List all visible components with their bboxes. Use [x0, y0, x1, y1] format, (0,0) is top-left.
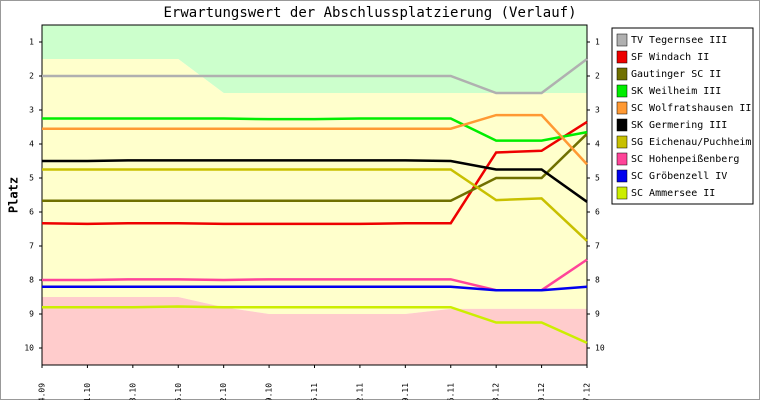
legend-label: SF Windach II	[631, 52, 709, 63]
legend-swatch	[616, 169, 628, 183]
y-tick-label: 6	[595, 208, 600, 217]
y-tick-label: 4	[29, 140, 34, 149]
legend-swatch	[616, 101, 628, 115]
legend-swatch	[616, 135, 628, 149]
legend-swatch	[616, 67, 628, 81]
legend-label: SG Eichenau/Puchheim	[631, 137, 751, 148]
x-tick-label: 17.12	[583, 383, 592, 400]
legend-label: SK Germering III	[631, 120, 727, 131]
legend-box	[611, 27, 754, 205]
legend-swatch	[616, 33, 628, 47]
legend-swatch	[616, 118, 628, 132]
legend-label: SC Hohenpeißenberg	[631, 154, 739, 165]
zone	[42, 59, 587, 314]
x-tick-label: 29.10	[265, 383, 274, 400]
y-tick-label: 5	[595, 174, 600, 183]
series-line	[42, 113, 588, 166]
y-tick-label: 2	[29, 72, 34, 81]
y-tick-label: 3	[595, 106, 600, 115]
x-tick-label: 01.10	[83, 383, 92, 400]
legend-label: SC Wolfratshausen II	[631, 103, 751, 114]
series-line	[42, 305, 588, 345]
legend-label: SK Weilheim III	[631, 86, 721, 97]
series-line	[42, 117, 588, 142]
x-tick-label: 19.11	[401, 383, 410, 400]
y-tick-label: 8	[29, 276, 34, 285]
x-tick-label: 03.12	[492, 383, 501, 400]
legend-swatch	[616, 84, 628, 98]
y-tick-label: 9	[29, 310, 34, 319]
series-line	[42, 159, 588, 203]
legend-swatch	[616, 186, 628, 200]
legend-swatch	[616, 50, 628, 64]
y-tick-label: 3	[29, 106, 34, 115]
chart-title: Erwartungswert der Abschlussplatzierung …	[163, 5, 576, 21]
y-tick-label: 4	[595, 140, 600, 149]
legend-swatch	[616, 152, 628, 166]
x-tick-label: 22.10	[219, 383, 228, 400]
x-tick-label: 12.11	[355, 383, 364, 400]
legend-label: Gautinger SC II	[631, 69, 721, 80]
series-line	[42, 57, 588, 95]
x-tick-label: 24.09	[38, 383, 47, 400]
zone	[42, 297, 587, 365]
x-tick-label: 26.11	[446, 383, 455, 400]
y-tick-label: 2	[595, 72, 600, 81]
y-tick-label: 7	[595, 242, 600, 251]
y-tick-label: 7	[29, 242, 34, 251]
x-tick-label: 10.12	[537, 383, 546, 400]
legend-label: SC Gröbenzell IV	[631, 171, 727, 182]
x-tick-label: 08.10	[128, 383, 137, 400]
y-tick-label: 10	[24, 344, 34, 353]
series-line	[42, 168, 588, 242]
x-tick-label: 05.11	[310, 383, 319, 400]
series-line	[42, 285, 588, 292]
x-tick-label: 15.10	[174, 383, 183, 400]
y-tick-label: 10	[595, 344, 605, 353]
y-tick-label: 8	[595, 276, 600, 285]
series-line	[42, 132, 588, 203]
y-tick-label: 5	[29, 174, 34, 183]
y-axis-label: Platz	[7, 177, 21, 213]
y-tick-label: 9	[595, 310, 600, 319]
series-line	[41, 120, 588, 226]
legend-label: SC Ammersee II	[631, 188, 715, 199]
y-tick-label: 6	[29, 208, 34, 217]
y-tick-label: 1	[29, 38, 34, 47]
y-tick-label: 1	[595, 38, 600, 47]
legend-label: TV Tegernsee III	[631, 35, 727, 46]
